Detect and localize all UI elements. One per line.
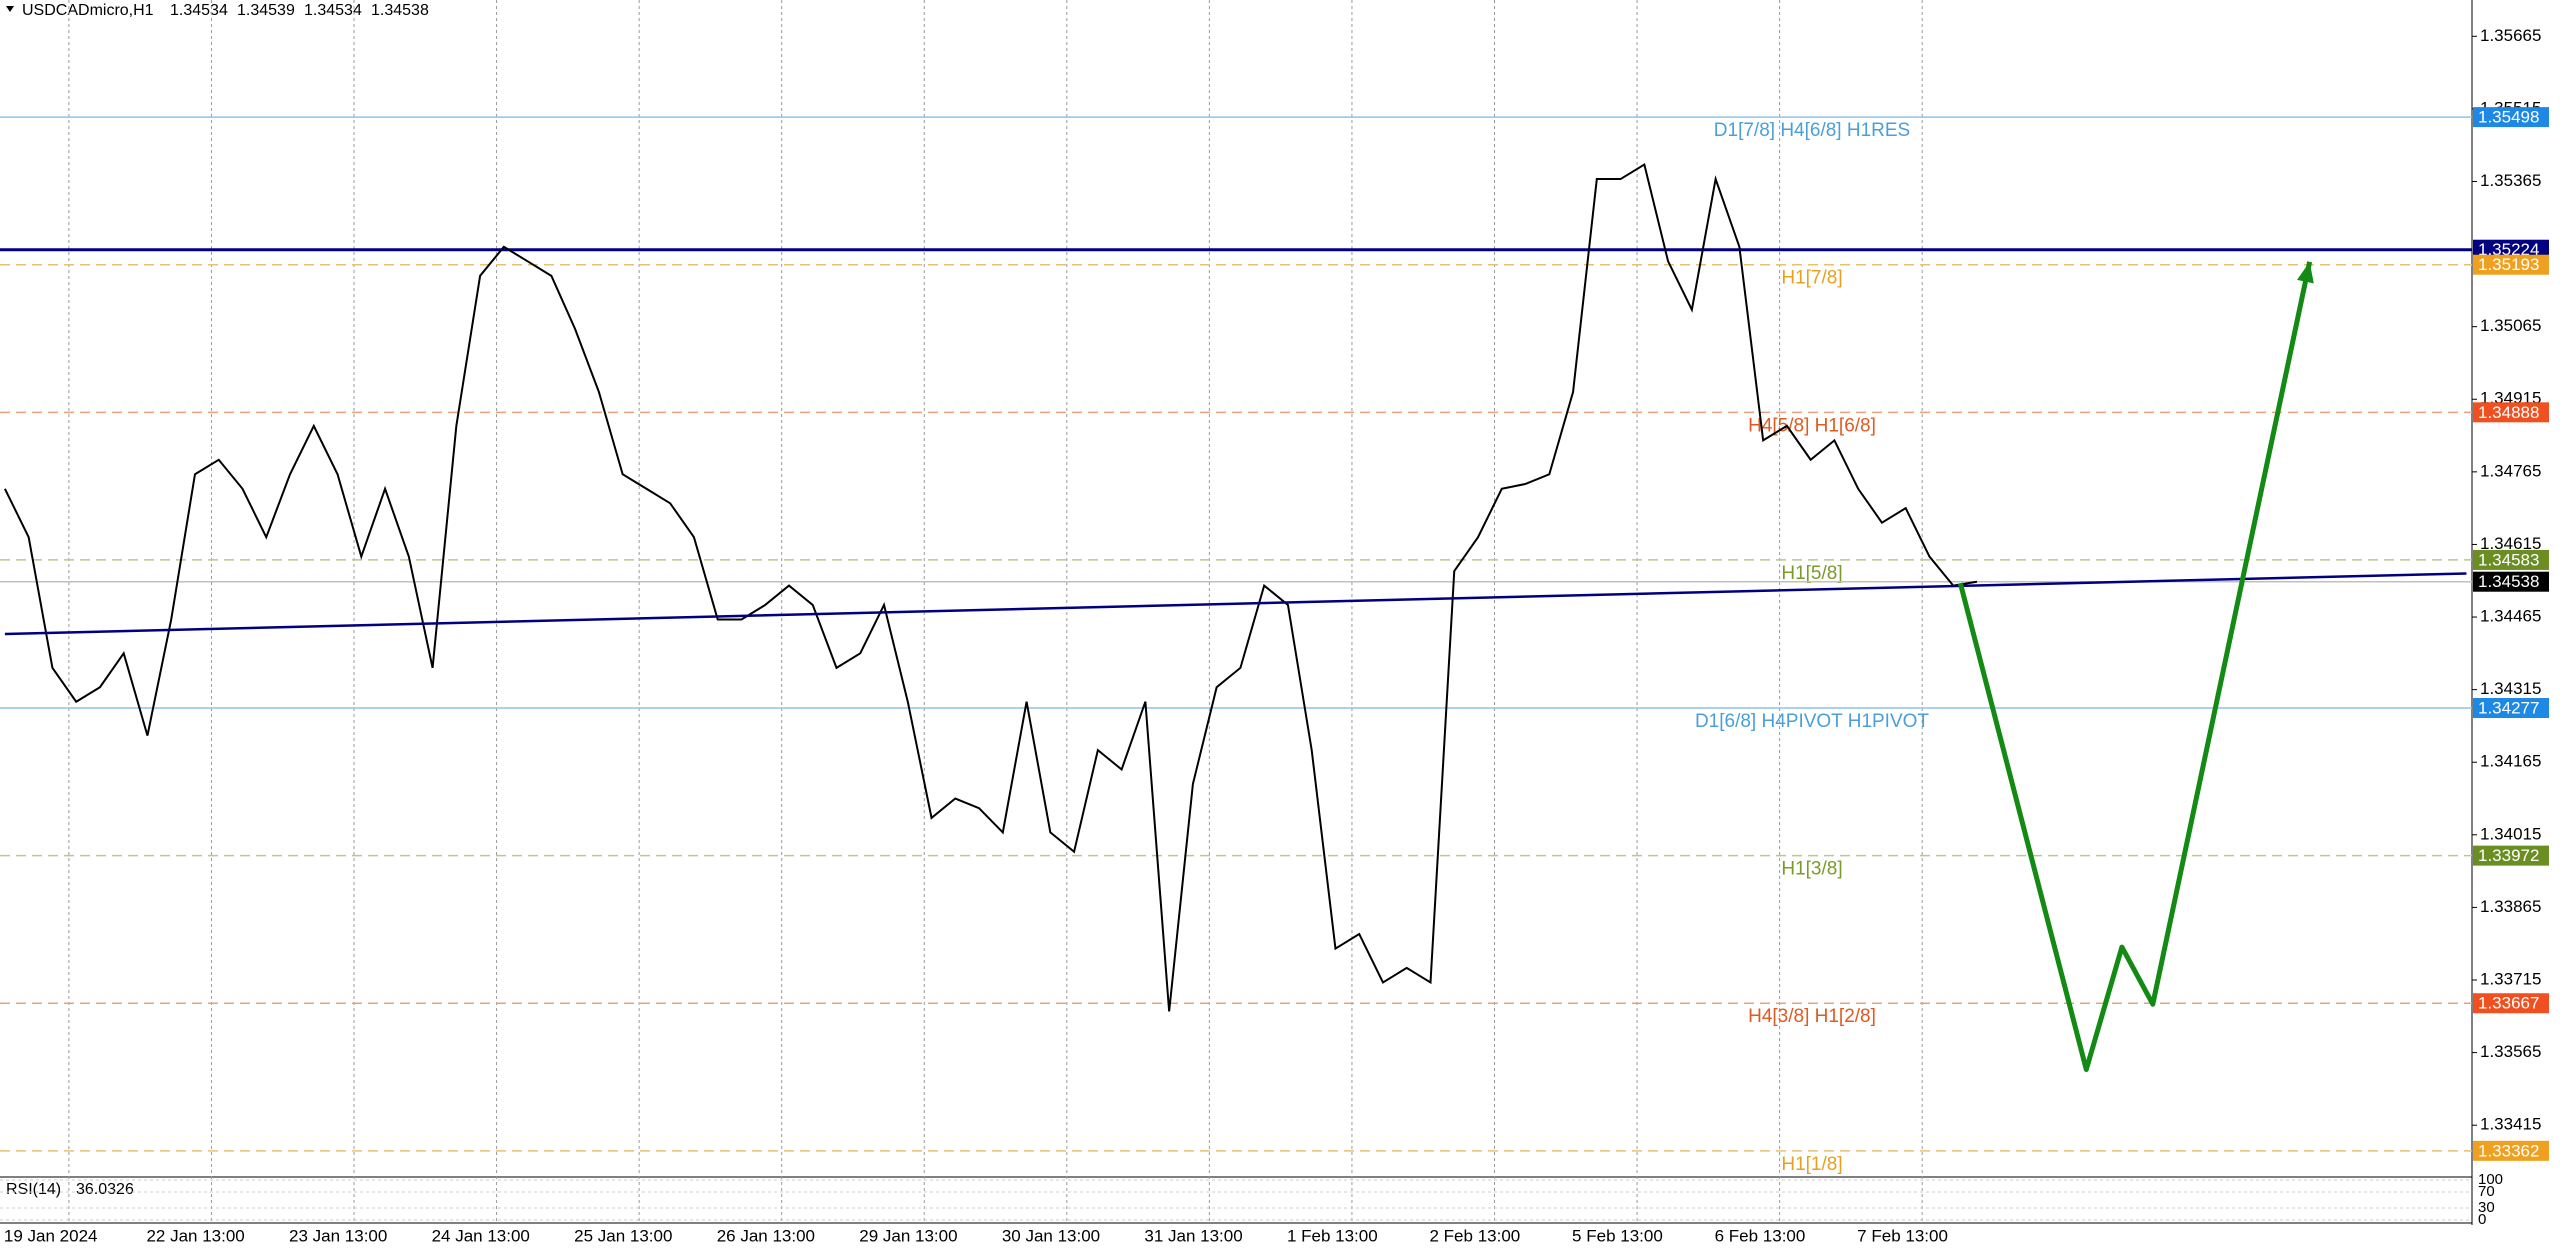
x-tick-label: 25 Jan 13:00 bbox=[574, 1226, 672, 1245]
level-label: D1[7/8] H4[6/8] H1RES bbox=[1714, 120, 1910, 141]
price-tag bbox=[2473, 254, 2549, 275]
x-tick-label: 31 Jan 13:00 bbox=[1144, 1226, 1242, 1245]
price-tag bbox=[2473, 402, 2549, 423]
rsi-name: RSI(14) bbox=[6, 1181, 61, 1198]
price-tag-label: 1.34538 bbox=[2478, 572, 2539, 591]
x-tick-label: 7 Feb 13:00 bbox=[1857, 1226, 1948, 1245]
arrow-head bbox=[2297, 261, 2314, 284]
ohlc-value: 1.34538 bbox=[371, 2, 429, 19]
y-tick-label: 1.35065 bbox=[2480, 316, 2541, 335]
price-tag-label: 1.33667 bbox=[2478, 994, 2539, 1013]
price-tag-label: 1.35193 bbox=[2478, 255, 2539, 274]
price-tag-label: 1.34583 bbox=[2478, 550, 2539, 569]
y-tick-label: 1.33865 bbox=[2480, 897, 2541, 916]
x-tick-label: 5 Feb 13:00 bbox=[1572, 1226, 1663, 1245]
level-label: H1[3/8] bbox=[1781, 859, 1842, 880]
rsi-tick-label: 30 bbox=[2478, 1199, 2495, 1216]
ohlc-value: 1.34539 bbox=[237, 2, 295, 19]
price-tag-label: 1.34888 bbox=[2478, 403, 2539, 422]
level-label: H4[5/8] H1[6/8] bbox=[1748, 415, 1876, 436]
x-tick-label: 30 Jan 13:00 bbox=[1002, 1226, 1100, 1245]
symbol: USDCADmicro,H1 bbox=[22, 2, 154, 19]
rsi-tick-label: 70 bbox=[2478, 1183, 2495, 1200]
y-tick-label: 1.34015 bbox=[2480, 824, 2541, 843]
x-tick-label: 6 Feb 13:00 bbox=[1715, 1226, 1806, 1245]
x-tick-label: 1 Feb 13:00 bbox=[1287, 1226, 1378, 1245]
y-tick-label: 1.34765 bbox=[2480, 461, 2541, 480]
price-tag bbox=[2473, 549, 2549, 570]
price-tag-label: 1.34277 bbox=[2478, 699, 2539, 718]
level-label: H1[7/8] bbox=[1781, 268, 1842, 289]
price-tag-label: 1.33362 bbox=[2478, 1141, 2539, 1160]
y-tick-label: 1.33565 bbox=[2480, 1042, 2541, 1061]
y-tick-label: 1.34315 bbox=[2480, 679, 2541, 698]
level-label: H4[3/8] H1[2/8] bbox=[1748, 1006, 1876, 1027]
drawing bbox=[4, 572, 2467, 636]
x-tick-label: 24 Jan 13:00 bbox=[432, 1226, 530, 1245]
price-tag-label: 1.35498 bbox=[2478, 108, 2539, 127]
x-tick-label: 23 Jan 13:00 bbox=[289, 1226, 387, 1245]
collapse-icon[interactable] bbox=[6, 6, 14, 12]
price-tag bbox=[2473, 571, 2549, 592]
level-label: D1[6/8] H4PIVOT H1PIVOT bbox=[1695, 711, 1929, 732]
y-tick-label: 1.34465 bbox=[2480, 607, 2541, 626]
price-tag bbox=[2473, 239, 2549, 260]
price-line bbox=[4, 162, 1978, 1012]
y-tick-label: 1.33415 bbox=[2480, 1115, 2541, 1134]
price-tag bbox=[2473, 845, 2549, 866]
x-tick-label: 19 Jan 2024 bbox=[4, 1226, 98, 1245]
y-tick-label: 1.35665 bbox=[2480, 26, 2541, 45]
level-label: H1[5/8] bbox=[1781, 563, 1842, 584]
price-tag bbox=[2473, 698, 2549, 719]
drawing bbox=[1957, 261, 2313, 1073]
y-tick-label: 1.34615 bbox=[2480, 534, 2541, 553]
ohlc-value: 1.34534 bbox=[304, 2, 362, 19]
x-tick-label: 2 Feb 13:00 bbox=[1430, 1226, 1521, 1245]
rsi-tick-label: 100 bbox=[2478, 1171, 2503, 1188]
x-tick-label: 22 Jan 13:00 bbox=[146, 1226, 244, 1245]
rsi-value: 36.0326 bbox=[76, 1181, 134, 1198]
price-tag-label: 1.33972 bbox=[2478, 846, 2539, 865]
rsi-tick-label: 0 bbox=[2478, 1211, 2486, 1228]
x-tick-label: 29 Jan 13:00 bbox=[859, 1226, 957, 1245]
ohlc-value: 1.34534 bbox=[170, 2, 228, 19]
price-tag bbox=[2473, 1140, 2549, 1161]
level-label: H1[1/8] bbox=[1781, 1154, 1842, 1175]
y-tick-label: 1.33715 bbox=[2480, 969, 2541, 988]
price-tag bbox=[2473, 107, 2549, 128]
y-tick-label: 1.35365 bbox=[2480, 171, 2541, 190]
y-tick-label: 1.34165 bbox=[2480, 752, 2541, 771]
price-tag bbox=[2473, 993, 2549, 1014]
x-tick-label: 26 Jan 13:00 bbox=[717, 1226, 815, 1245]
price-tag-label: 1.35224 bbox=[2478, 240, 2539, 259]
